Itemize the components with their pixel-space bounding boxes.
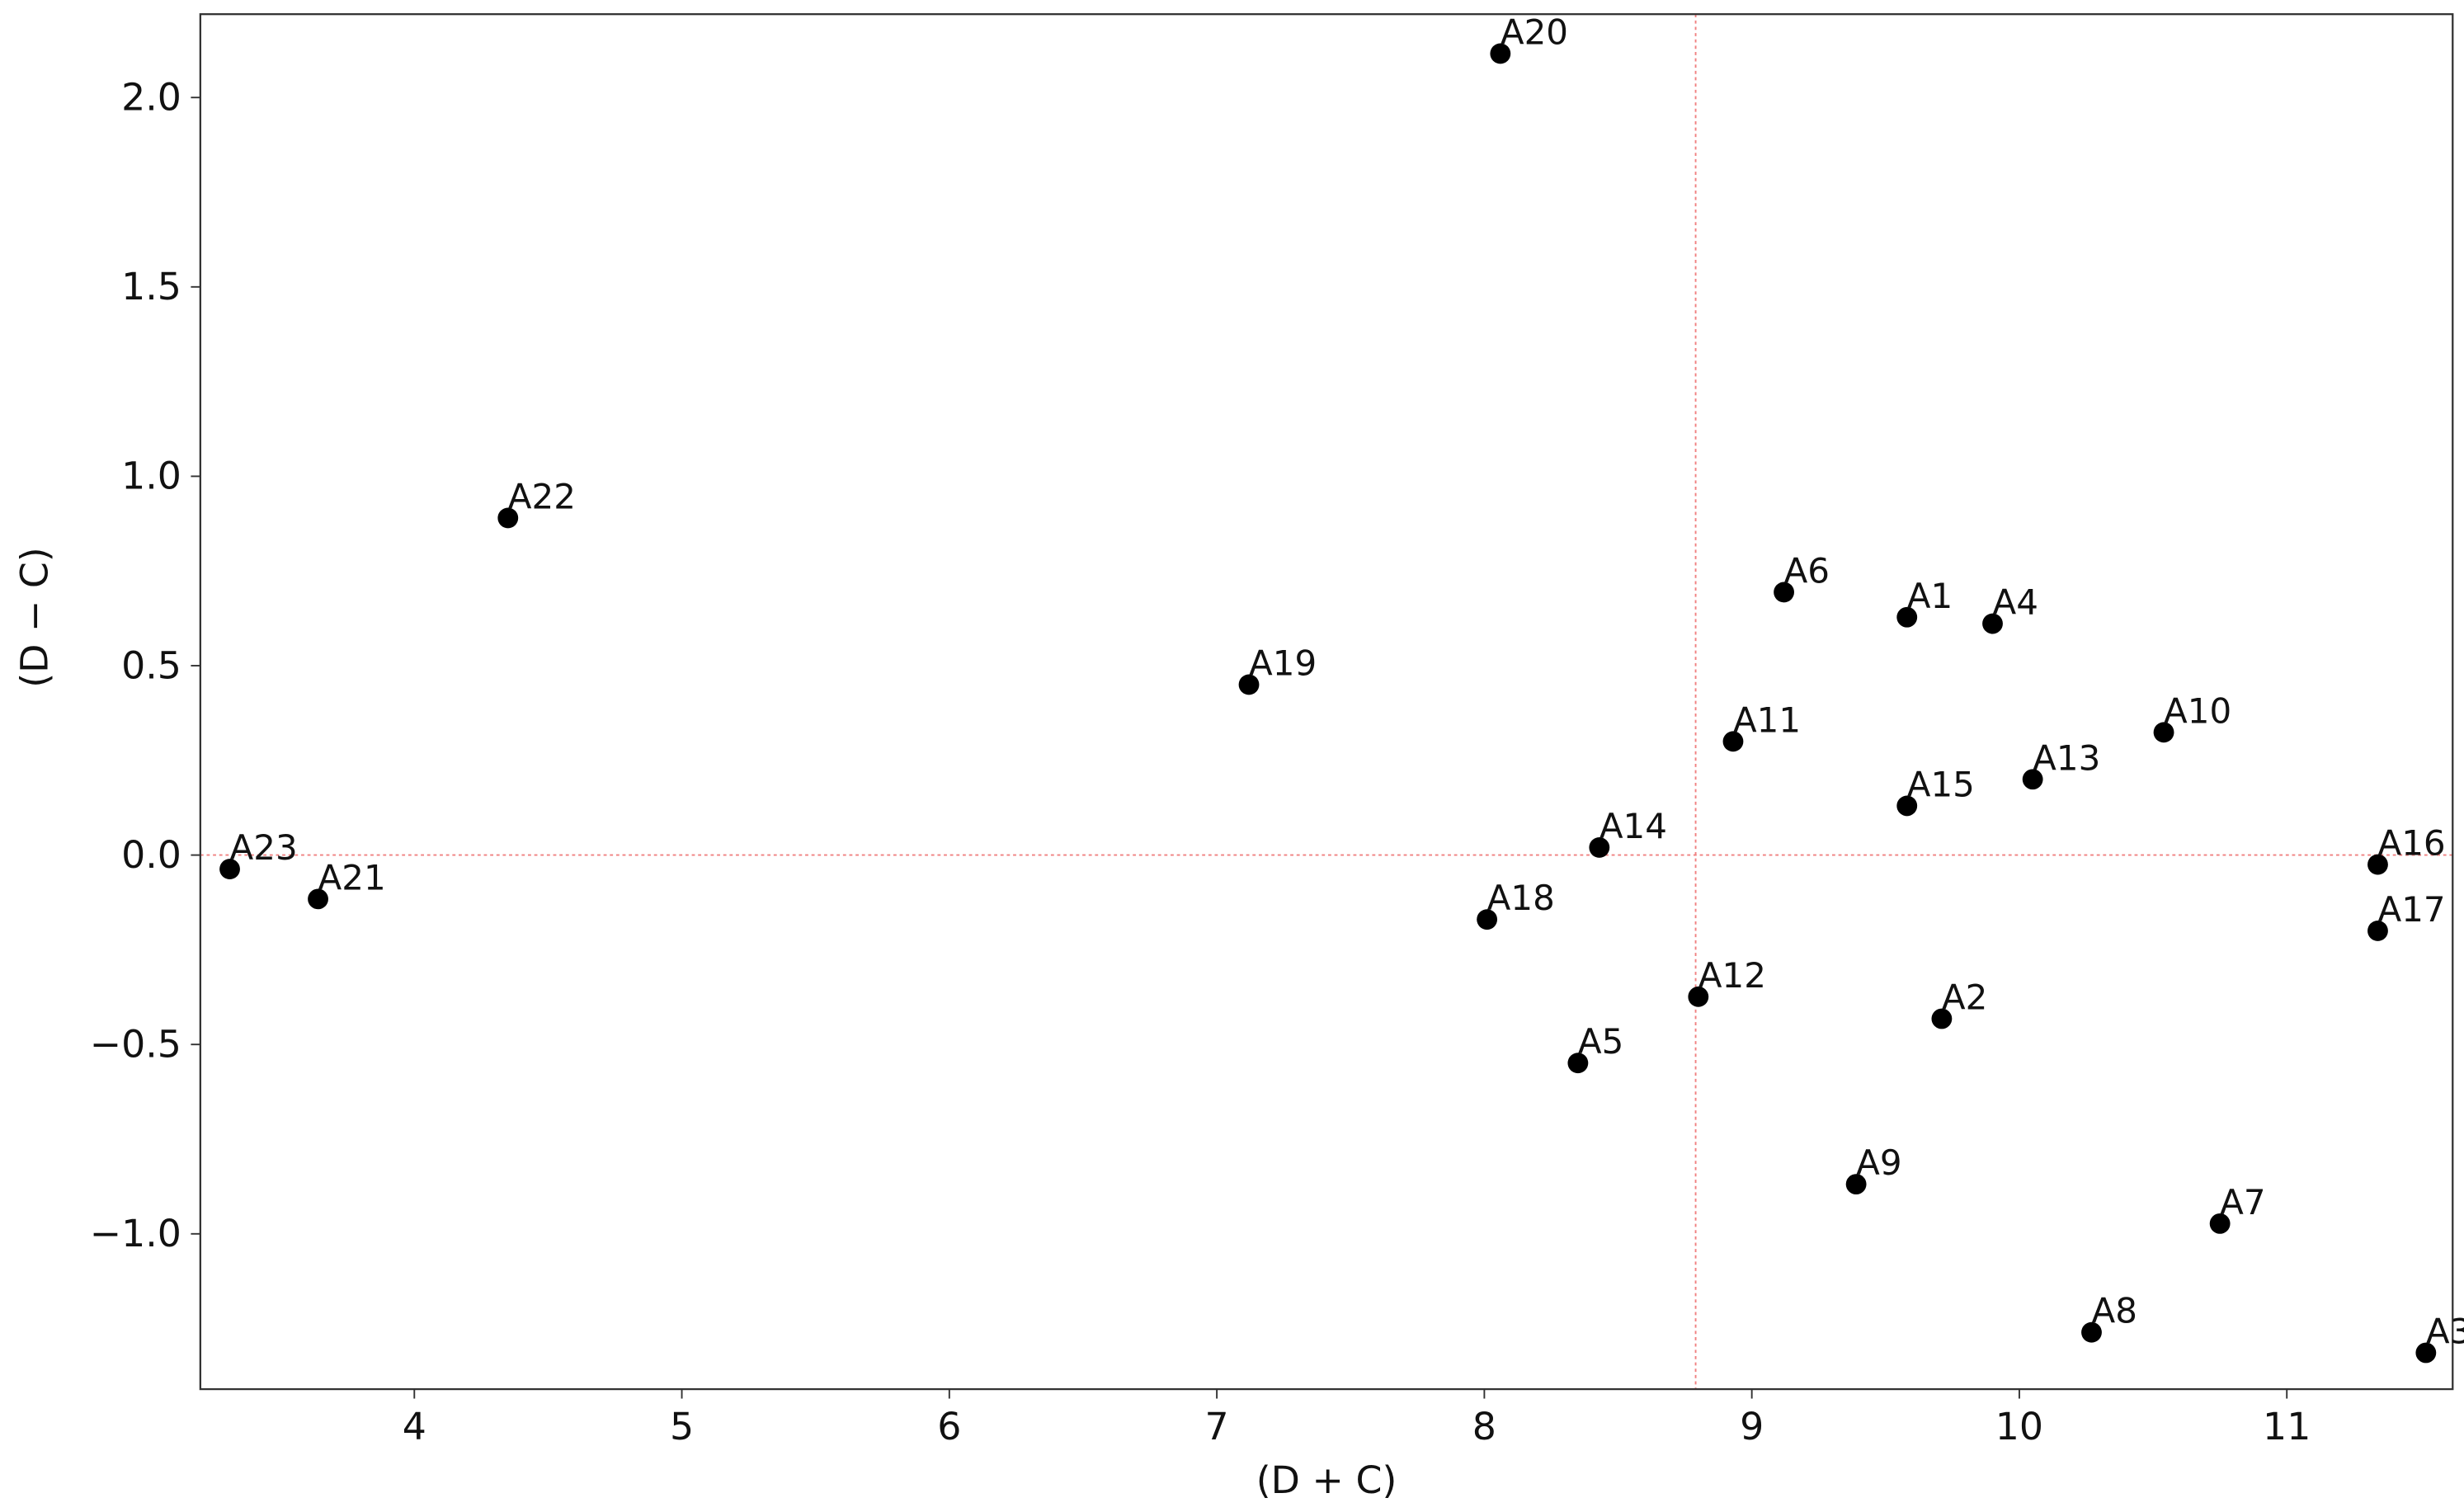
point-label: A22 [508, 476, 576, 516]
y-tick-label: 1.0 [121, 454, 181, 498]
y-tick-label: 1.5 [121, 264, 181, 309]
point-label: A23 [230, 827, 298, 868]
y-tick-label: −1.0 [90, 1211, 181, 1255]
point-label: A2 [1942, 977, 1987, 1018]
y-tick-label: 2.0 [121, 74, 181, 119]
point [1896, 795, 1918, 817]
y-tick-label: 0.0 [121, 832, 181, 877]
x-tick-label: 5 [670, 1404, 694, 1448]
point [2022, 769, 2043, 790]
y-tick-label: 0.5 [121, 643, 181, 687]
point-label: A13 [2033, 737, 2100, 778]
point-label: A15 [1907, 764, 1975, 804]
point [2415, 1342, 2437, 1364]
point [1774, 582, 1794, 603]
point [1490, 43, 1511, 64]
plot-frame [199, 13, 2454, 1391]
point [2367, 921, 2388, 941]
point-label: A9 [1856, 1142, 1901, 1183]
y-tick-label: −0.5 [90, 1021, 181, 1066]
point [1567, 1053, 1589, 1074]
point-label: A17 [2377, 889, 2445, 930]
point-label: A5 [1578, 1021, 1623, 1062]
x-tick-label: 6 [937, 1404, 961, 1448]
point [497, 507, 519, 529]
point-label: A19 [1249, 643, 1317, 684]
point [1931, 1008, 1953, 1029]
point-label: A11 [1733, 699, 1801, 740]
x-tick-label: 10 [1995, 1404, 2043, 1448]
x-tick-label: 7 [1205, 1404, 1229, 1448]
point-label: A16 [2377, 823, 2445, 864]
point-label: A10 [2164, 690, 2231, 731]
point [1896, 606, 1918, 628]
point-label: A4 [1993, 582, 2038, 623]
point-label: A7 [2220, 1182, 2265, 1222]
point [1688, 986, 1709, 1007]
point-label: A3 [2426, 1312, 2464, 1352]
point [2153, 722, 2174, 743]
x-tick-label: 9 [1740, 1404, 1764, 1448]
point-label: A12 [1698, 955, 1766, 996]
point-label: A6 [1784, 550, 1830, 591]
x-axis-label: (D + C) [1256, 1458, 1397, 1502]
point [1238, 674, 1260, 695]
point [219, 859, 240, 880]
point-label: A1 [1907, 576, 1953, 616]
point [1845, 1174, 1867, 1195]
point [308, 888, 328, 910]
point [1589, 837, 1610, 858]
point [1477, 909, 1498, 930]
point [2081, 1321, 2102, 1343]
point-label: A18 [1487, 878, 1555, 918]
x-tick-label: 4 [403, 1404, 426, 1448]
y-axis-label: (D − C) [12, 547, 57, 688]
point-label: A20 [1501, 12, 1568, 52]
point [1982, 613, 2003, 634]
point-label: A21 [318, 857, 386, 897]
point [1722, 731, 1744, 752]
x-tick-label: 8 [1472, 1404, 1496, 1448]
point-label: A8 [2091, 1291, 2137, 1331]
point [2367, 854, 2388, 875]
x-tick-label: 11 [2263, 1404, 2311, 1448]
point [2209, 1213, 2231, 1234]
point-label: A14 [1599, 806, 1667, 846]
